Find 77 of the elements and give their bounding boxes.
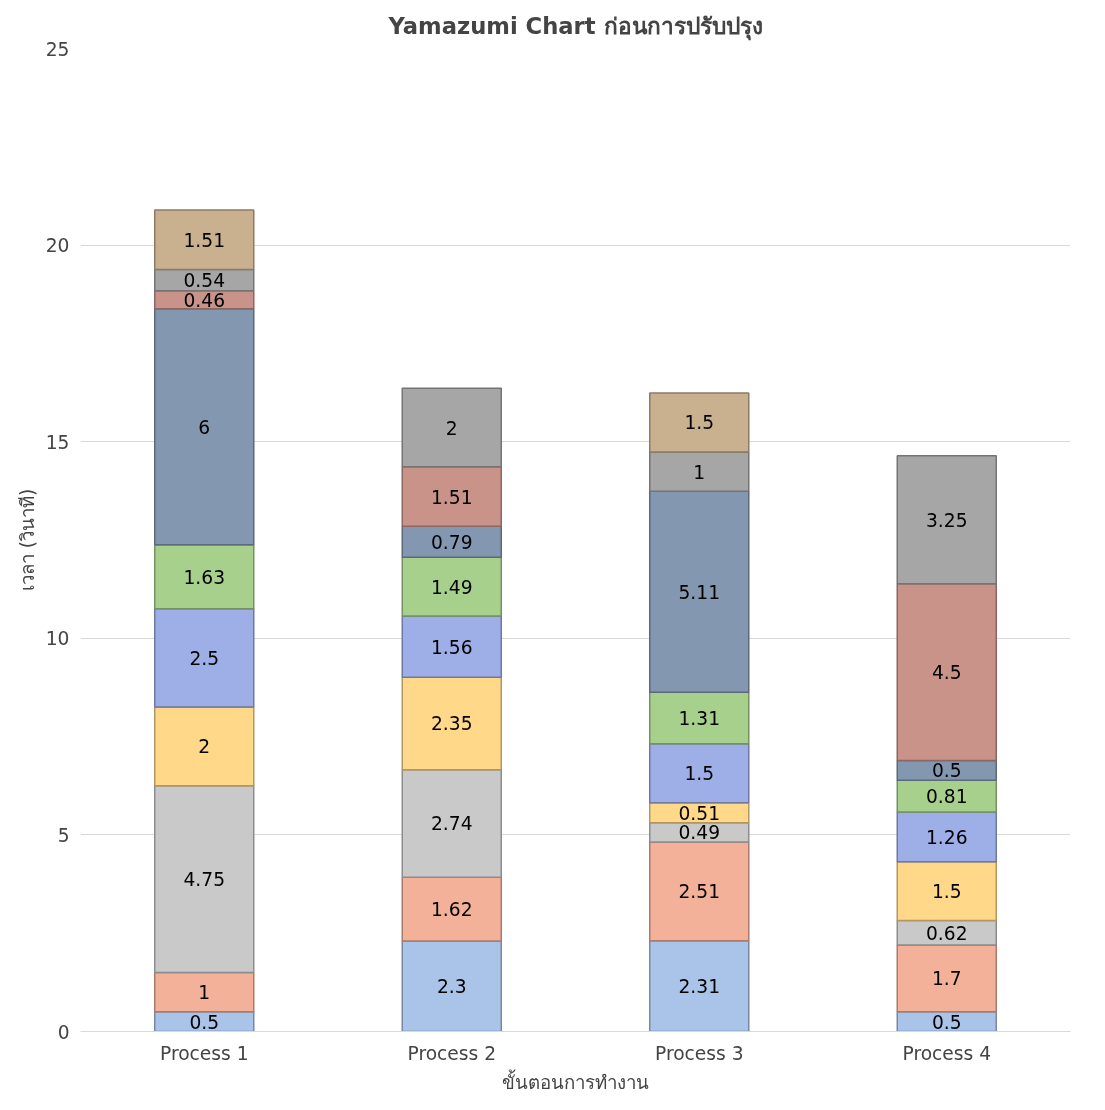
data-label: 1.63 — [183, 566, 226, 588]
data-label: 6 — [198, 416, 211, 438]
bar — [649, 392, 750, 453]
y-tick-label: 25 — [45, 38, 70, 60]
data-label: 2 — [445, 417, 458, 439]
bar — [896, 455, 997, 585]
bar — [896, 944, 997, 1013]
bar — [154, 308, 255, 546]
x-axis-title: ขั้นตอนการทำงาน — [502, 1068, 649, 1093]
bar — [896, 860, 997, 922]
data-label: 0.54 — [183, 270, 226, 292]
data-label: 0.46 — [183, 289, 226, 311]
data-label: 0.5 — [931, 1011, 962, 1033]
data-label: 1.26 — [925, 826, 968, 848]
y-tick-label: 20 — [45, 235, 70, 257]
data-label: 1.5 — [931, 881, 962, 903]
data-label: 2.31 — [678, 976, 721, 998]
data-label: 3.25 — [925, 509, 968, 531]
data-label: 2.35 — [430, 713, 473, 735]
y-tick-label: 0 — [57, 1021, 70, 1043]
data-label: 1.49 — [430, 576, 473, 598]
data-label: 1.62 — [430, 899, 473, 921]
bar — [154, 608, 255, 708]
data-label: 2 — [198, 736, 211, 758]
bar — [649, 691, 750, 745]
bar — [401, 940, 502, 1032]
data-label: 2.51 — [678, 881, 721, 903]
x-tick-label: Process 4 — [902, 1042, 992, 1064]
chart-title: Yamazumi Chart ก่อนการปรับปรุง — [387, 12, 763, 41]
data-label: 2.5 — [189, 647, 220, 669]
y-tick-label: 5 — [57, 824, 70, 846]
bar — [154, 971, 255, 1013]
data-label: 1.7 — [931, 968, 962, 990]
x-tick-label: Process 1 — [159, 1042, 249, 1064]
data-label: 0.5 — [931, 760, 962, 782]
bar — [896, 582, 997, 762]
data-label: 1 — [693, 461, 706, 483]
data-label: 1.51 — [183, 229, 226, 251]
data-label: 1 — [198, 982, 211, 1004]
bar — [649, 742, 750, 804]
data-label: 4.75 — [183, 869, 226, 891]
x-tick-label: Process 2 — [407, 1042, 497, 1064]
data-label: 2.3 — [436, 976, 467, 998]
bar — [154, 543, 255, 610]
y-tick-label: 10 — [45, 628, 70, 650]
bar — [154, 209, 255, 271]
bar — [401, 556, 502, 617]
bar — [649, 841, 750, 942]
bar — [896, 811, 997, 863]
bar — [401, 876, 502, 942]
bar — [401, 466, 502, 527]
data-label: 1.51 — [430, 486, 473, 508]
bar — [401, 768, 502, 879]
data-label: 2.74 — [430, 813, 473, 835]
data-label: 1.56 — [430, 636, 473, 658]
data-label: 0.81 — [925, 786, 968, 808]
bar — [649, 490, 750, 693]
bar — [649, 451, 750, 492]
x-tick-label: Process 3 — [654, 1042, 744, 1064]
bar — [401, 387, 502, 468]
y-tick-label: 15 — [45, 431, 70, 453]
bar — [401, 676, 502, 771]
bar — [649, 939, 750, 1032]
data-label: 0.5 — [189, 1011, 220, 1033]
data-label: 0.62 — [925, 922, 968, 944]
data-label: 5.11 — [678, 581, 721, 603]
data-label: 0.51 — [678, 802, 721, 824]
data-label: 1.5 — [684, 412, 715, 434]
y-axis-title: เวลา (วินาที) — [16, 488, 38, 592]
data-label: 0.49 — [678, 822, 721, 844]
bar — [154, 785, 255, 974]
data-label: 1.5 — [684, 763, 715, 785]
data-label: 4.5 — [931, 662, 962, 684]
data-label: 1.31 — [678, 707, 721, 729]
data-label: 0.79 — [430, 531, 473, 553]
bar — [154, 706, 255, 787]
bar — [401, 615, 502, 678]
